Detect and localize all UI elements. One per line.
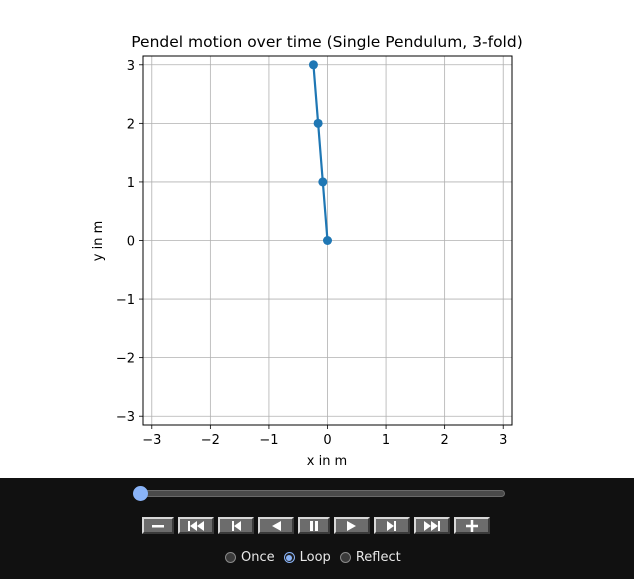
play-reverse-icon [272, 520, 281, 531]
chart-title: Pendel motion over time (Single Pendulum… [131, 33, 523, 51]
pendulum-point [313, 118, 323, 128]
radio-reflect[interactable] [339, 552, 351, 563]
loop-option-once[interactable]: Once [225, 550, 275, 565]
x-tick-label: 2 [441, 433, 449, 448]
x-tick-label: 3 [499, 433, 507, 448]
y-tick-label: 3 [127, 59, 135, 74]
frame-slider-track[interactable] [137, 490, 505, 497]
loop-option-loop[interactable]: Loop [283, 550, 331, 565]
x-tick-label: −3 [142, 433, 161, 448]
y-tick-label: −3 [116, 410, 135, 425]
next-frame-button[interactable] [374, 517, 410, 534]
minus-icon [152, 524, 164, 527]
x-tick-label: −2 [201, 433, 220, 448]
loop-option-loop-label: Loop [299, 550, 331, 565]
y-tick-label: −2 [116, 352, 135, 367]
plus-icon [466, 519, 478, 532]
play-button[interactable] [334, 517, 370, 534]
pause-button[interactable] [298, 517, 330, 534]
play-icon [347, 520, 356, 531]
pause-icon [310, 520, 318, 531]
radio-loop[interactable] [283, 552, 295, 563]
x-tick-label: −1 [259, 433, 278, 448]
pendulum-line [312, 64, 329, 241]
playback-buttons [142, 517, 490, 534]
loop-option-reflect[interactable]: Reflect [339, 550, 401, 565]
play-reverse-button[interactable] [258, 517, 294, 534]
step-forward-icon [387, 520, 396, 531]
skip-to-start-icon [188, 520, 204, 531]
loop-option-reflect-label: Reflect [355, 550, 401, 565]
grid [143, 56, 512, 425]
pendulum-point [323, 236, 332, 245]
pendulum-point [308, 60, 318, 70]
pendulum-chart: −3 −2 −1 0 1 2 3 −3 −2 −1 0 1 2 3 Pendel motion over … [91, 33, 523, 469]
step-back-icon [232, 520, 241, 531]
y-tick-label: −1 [116, 293, 135, 308]
y-tick-label: 0 [127, 235, 135, 250]
x-tick-label: 0 [323, 433, 331, 448]
y-tick-label: 1 [127, 176, 135, 191]
first-frame-button[interactable] [178, 517, 214, 534]
x-axis-label: x in m [307, 454, 347, 469]
pendulum-point [318, 177, 328, 187]
y-axis-label: y in m [91, 221, 106, 261]
decrease-speed-button[interactable] [142, 517, 174, 534]
y-tick-label: 2 [127, 117, 135, 132]
loop-option-once-label: Once [241, 550, 275, 565]
frame-slider-thumb[interactable] [133, 486, 148, 501]
previous-frame-button[interactable] [218, 517, 254, 534]
last-frame-button[interactable] [414, 517, 450, 534]
increase-speed-button[interactable] [454, 517, 490, 534]
chart-area: −3 −2 −1 0 1 2 3 −3 −2 −1 0 1 2 3 Pendel motion over … [91, 33, 523, 469]
x-tick-label: 1 [382, 433, 390, 448]
ticks: −3 −2 −1 0 1 2 3 −3 −2 −1 0 1 2 3 [116, 59, 508, 448]
series [308, 60, 332, 245]
skip-to-end-icon [424, 520, 440, 531]
radio-once[interactable] [225, 552, 236, 563]
loop-mode-options: Once Loop Reflect [225, 550, 410, 565]
